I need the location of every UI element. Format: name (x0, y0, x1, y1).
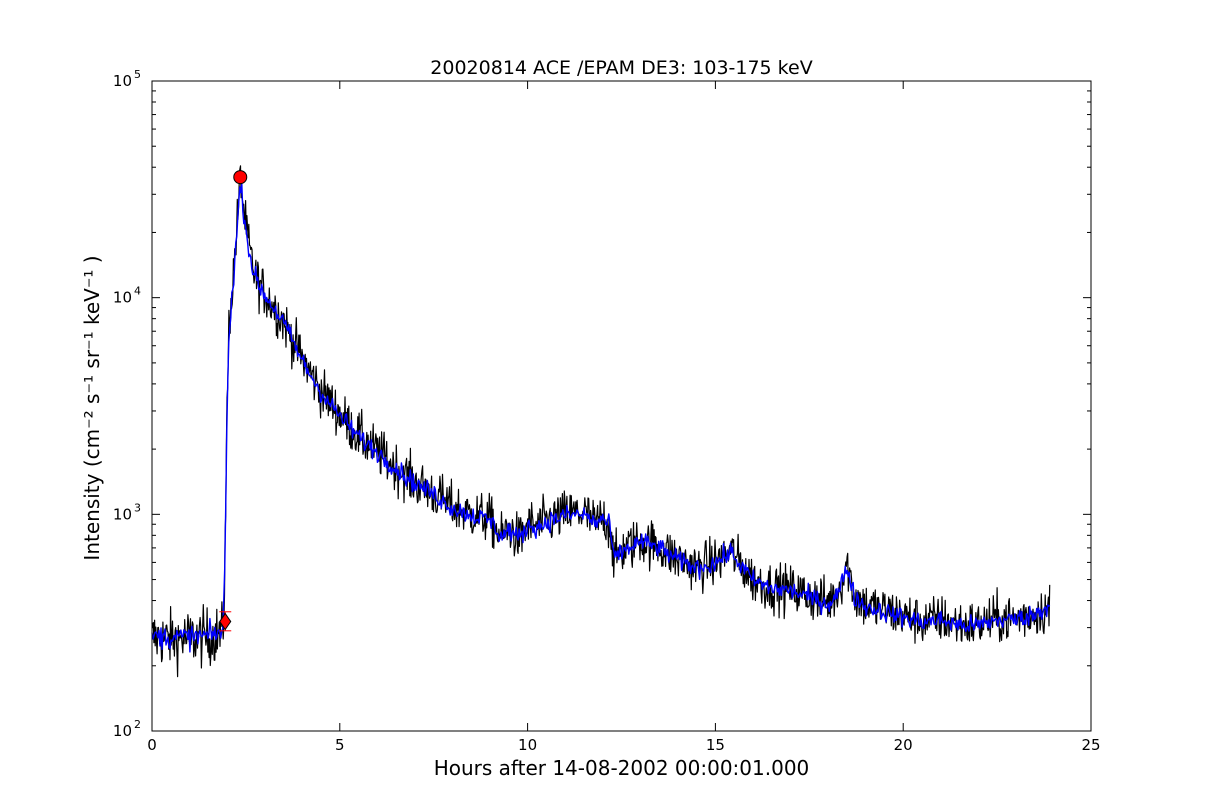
x-tick-label: 10 (518, 736, 537, 754)
x-axis-label: Hours after 14-08-2002 00:00:01.000 (434, 756, 810, 780)
series-line-smoothed (151, 183, 1051, 653)
onset-marker (219, 612, 232, 631)
chart-title: 20020814 ACE /EPAM DE3: 103-175 keV (430, 57, 812, 79)
x-tick-label: 0 (147, 736, 157, 754)
y-tick-exponent: 5 (134, 68, 141, 81)
plot-frame (151, 80, 1092, 732)
series-line-raw (151, 165, 1051, 678)
y-tick-label: 10 (113, 72, 132, 90)
x-tick-label: 5 (335, 736, 345, 754)
y-tick-label: 10 (113, 505, 132, 523)
x-tick-label: 15 (706, 736, 725, 754)
y-tick-exponent: 3 (134, 501, 141, 514)
x-tick-label: 20 (894, 736, 913, 754)
y-tick-exponent: 2 (134, 718, 141, 731)
peak-marker (233, 170, 248, 185)
y-tick-exponent: 4 (134, 285, 141, 298)
y-axis-label: Intensity (cm⁻² s⁻¹ sr⁻¹ keV⁻¹ ) (80, 255, 104, 560)
y-tick-label: 10 (113, 722, 132, 740)
x-tick-label: 25 (1081, 736, 1100, 754)
plot-area (151, 165, 1051, 678)
y-tick-label: 10 (113, 289, 132, 307)
